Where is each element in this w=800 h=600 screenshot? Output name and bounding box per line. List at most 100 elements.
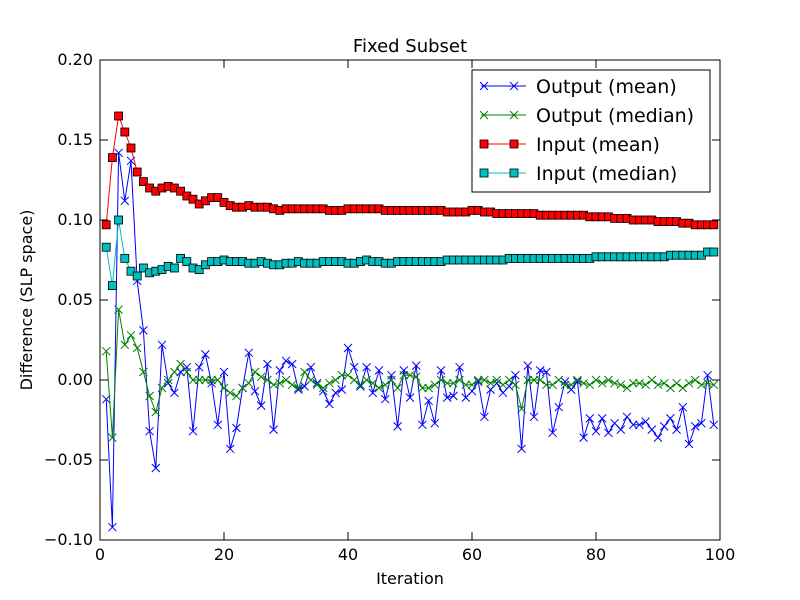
data-point bbox=[219, 367, 229, 377]
data-point bbox=[343, 370, 353, 380]
y-tick-label: 0.20 bbox=[57, 50, 93, 69]
data-point bbox=[349, 375, 359, 385]
x-tick-label: 80 bbox=[586, 545, 606, 564]
data-point bbox=[188, 375, 198, 385]
data-point bbox=[548, 428, 557, 438]
data-point bbox=[108, 433, 117, 442]
data-point bbox=[275, 366, 285, 375]
data-point bbox=[523, 375, 533, 385]
legend-item-input-median: Input (median) bbox=[479, 163, 677, 185]
data-point bbox=[554, 375, 564, 385]
data-point bbox=[312, 380, 322, 390]
data-point bbox=[294, 383, 303, 393]
data-point bbox=[101, 346, 111, 356]
data-point bbox=[641, 380, 650, 390]
data-point bbox=[362, 375, 371, 385]
data-point bbox=[455, 375, 464, 385]
data-point bbox=[560, 380, 570, 390]
data-point bbox=[145, 391, 154, 401]
data-point bbox=[269, 425, 278, 434]
data-point bbox=[430, 380, 440, 390]
data-point bbox=[182, 257, 192, 267]
data-point bbox=[343, 343, 353, 353]
data-point bbox=[126, 266, 136, 276]
legend-marker bbox=[509, 110, 519, 120]
data-point bbox=[349, 362, 359, 372]
data-point bbox=[256, 372, 266, 382]
legend-label: Input (mean) bbox=[536, 134, 660, 156]
data-point bbox=[579, 433, 588, 442]
data-point bbox=[213, 420, 223, 430]
series-input-median bbox=[101, 215, 719, 291]
data-point bbox=[467, 380, 477, 390]
data-point bbox=[374, 383, 384, 393]
data-point bbox=[703, 378, 712, 388]
data-point bbox=[120, 340, 130, 350]
data-point bbox=[641, 417, 650, 426]
data-point bbox=[604, 428, 613, 438]
data-point bbox=[232, 391, 241, 401]
data-point bbox=[647, 425, 657, 434]
legend-marker bbox=[479, 139, 489, 149]
data-point bbox=[176, 367, 185, 377]
data-point bbox=[461, 380, 471, 390]
x-axis-title: Iteration bbox=[376, 569, 444, 588]
data-point bbox=[287, 380, 297, 390]
data-point bbox=[659, 422, 669, 431]
data-point bbox=[560, 377, 570, 386]
data-point bbox=[132, 343, 142, 353]
legend-marker bbox=[479, 81, 489, 91]
data-point bbox=[697, 418, 706, 428]
data-point bbox=[678, 402, 688, 412]
data-point bbox=[480, 412, 489, 422]
data-point bbox=[232, 423, 241, 433]
data-point bbox=[170, 388, 179, 398]
data-point bbox=[703, 370, 712, 380]
data-point bbox=[418, 383, 427, 393]
data-point bbox=[387, 375, 396, 385]
data-point bbox=[616, 380, 626, 390]
data-point bbox=[138, 263, 148, 273]
data-point bbox=[405, 370, 415, 380]
data-point bbox=[709, 220, 719, 230]
data-point bbox=[201, 375, 210, 385]
y-tick-label: −0.10 bbox=[44, 530, 93, 549]
data-point bbox=[498, 380, 508, 390]
x-tick-label: 20 bbox=[214, 545, 234, 564]
y-tick-label: 0.05 bbox=[57, 290, 93, 309]
data-point bbox=[653, 380, 663, 390]
legend-label: Input (median) bbox=[536, 163, 677, 185]
series-output-median bbox=[101, 305, 719, 442]
data-point bbox=[114, 305, 123, 314]
data-point bbox=[690, 422, 700, 431]
data-point bbox=[709, 380, 719, 390]
data-point bbox=[306, 375, 316, 385]
data-point bbox=[529, 412, 539, 422]
data-point bbox=[628, 420, 638, 430]
data-point bbox=[306, 362, 316, 372]
legend-label: Output (mean) bbox=[536, 76, 677, 98]
data-point bbox=[535, 375, 545, 385]
data-point bbox=[411, 361, 421, 370]
data-point bbox=[213, 375, 223, 385]
data-point bbox=[244, 348, 254, 358]
data-point bbox=[250, 367, 260, 377]
data-point bbox=[690, 375, 700, 385]
data-point bbox=[647, 375, 657, 385]
data-point bbox=[566, 380, 576, 390]
data-point bbox=[368, 388, 378, 398]
data-point bbox=[132, 271, 142, 281]
data-point bbox=[114, 215, 123, 225]
data-point bbox=[548, 380, 557, 390]
data-point bbox=[622, 412, 632, 422]
data-point bbox=[275, 378, 285, 388]
data-point bbox=[108, 281, 117, 291]
data-point bbox=[219, 383, 229, 393]
data-point bbox=[486, 378, 495, 388]
data-point bbox=[709, 420, 719, 430]
legend-item-input-mean: Input (mean) bbox=[479, 134, 660, 156]
data-point bbox=[709, 247, 719, 257]
series-input-mean bbox=[101, 111, 719, 230]
data-point bbox=[635, 378, 644, 388]
